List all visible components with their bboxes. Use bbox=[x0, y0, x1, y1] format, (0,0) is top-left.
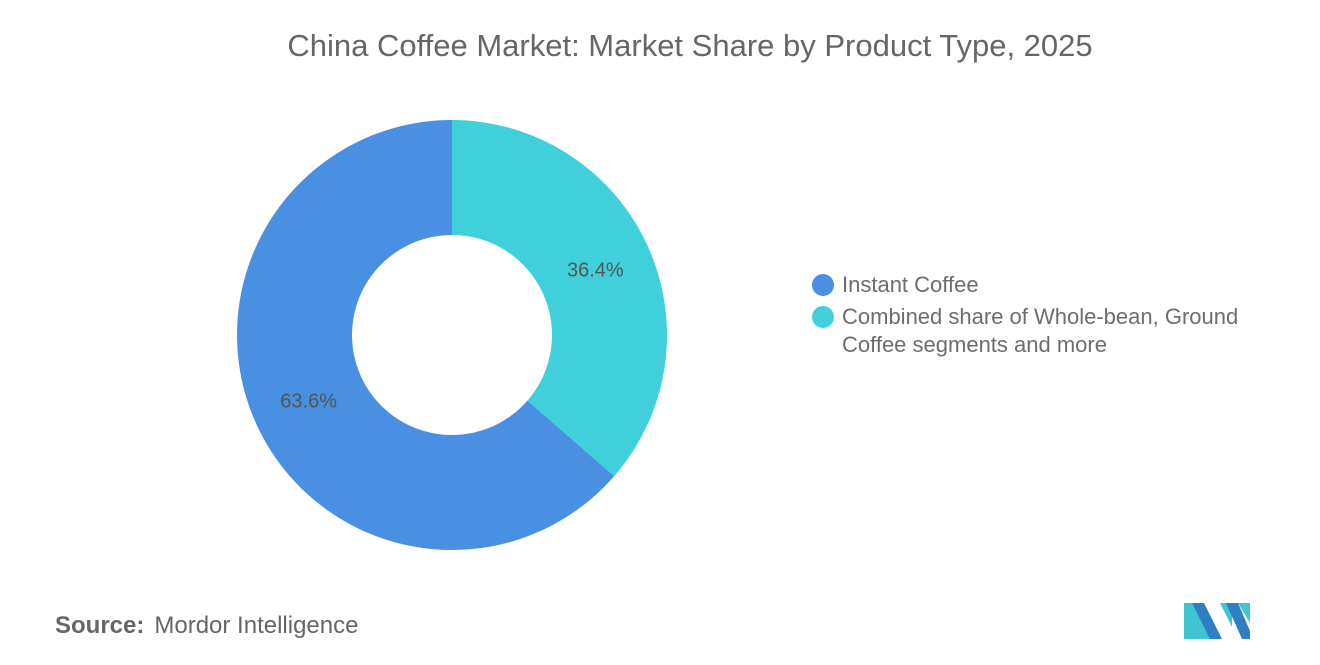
legend-swatch bbox=[812, 274, 834, 296]
legend-item-instant-coffee[interactable]: Instant Coffee bbox=[812, 271, 1272, 299]
donut-slice-1[interactable] bbox=[452, 120, 667, 477]
legend-label: Combined share of Whole-bean, Ground Cof… bbox=[842, 304, 1239, 357]
data-label-1: 36.4% bbox=[567, 260, 624, 282]
donut-slice-0[interactable] bbox=[236, 120, 615, 550]
legend: Instant Coffee Combined share of Whole-b… bbox=[812, 271, 1272, 363]
legend-label: Instant Coffee bbox=[842, 272, 979, 297]
donut-chart: 36.4% 63.6% bbox=[236, 120, 667, 550]
data-label-0: 63.6% bbox=[280, 390, 337, 412]
legend-item-combined-share[interactable]: Combined share of Whole-bean, Ground Cof… bbox=[812, 303, 1272, 359]
chart-title: China Coffee Market: Market Share by Pro… bbox=[287, 28, 1093, 63]
source-value: Mordor Intelligence bbox=[154, 612, 359, 639]
legend-swatch bbox=[812, 306, 834, 328]
source-note: Source: Mordor Intelligence bbox=[55, 612, 358, 640]
source-label: Source: bbox=[55, 612, 145, 639]
mordor-logo bbox=[1184, 603, 1250, 639]
